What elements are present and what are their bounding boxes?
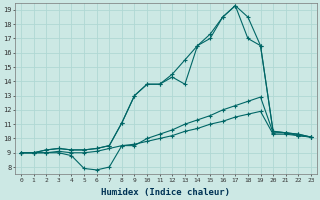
X-axis label: Humidex (Indice chaleur): Humidex (Indice chaleur) <box>101 188 230 197</box>
